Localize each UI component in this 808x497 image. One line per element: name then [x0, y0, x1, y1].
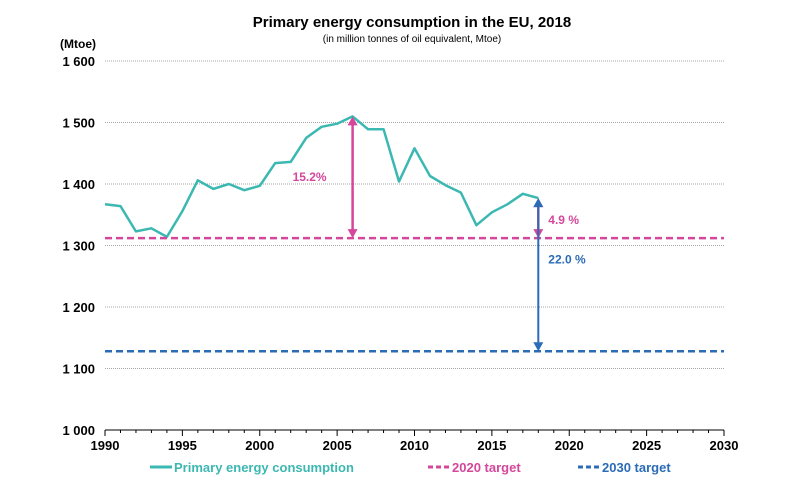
arrow-head-down: [347, 229, 358, 239]
x-tick-label: 2020: [555, 438, 584, 453]
x-tick-label: 2030: [710, 438, 739, 453]
x-tick-label: 2025: [632, 438, 661, 453]
x-tick-label: 2010: [400, 438, 429, 453]
legend: Primary energy consumption 2020 target 203…: [150, 460, 671, 475]
y-axis-unit-label: (Mtoe): [60, 37, 96, 51]
series-line-primary-energy-consumption: [104, 115, 539, 239]
legend-label: 2020 target: [452, 460, 521, 475]
annotation-label: 4.9 %: [548, 213, 579, 227]
legend-label: Primary energy consumption: [174, 460, 354, 475]
x-tick-label: 1995: [168, 438, 197, 453]
y-tick-label: 1 600: [62, 54, 95, 69]
legend-label: 2030 target: [602, 460, 671, 475]
chart-subtitle: (in million tonnes of oil equivalent, Mt…: [323, 34, 501, 45]
y-tick-label: 1 300: [62, 239, 95, 254]
gridlines: [105, 60, 724, 369]
arrow-head-up: [533, 198, 544, 208]
x-tick-label: 1990: [91, 438, 120, 453]
x-tick-label: 2015: [477, 438, 506, 453]
annotations-layer: 15.2% 4.9 % 22.0 %: [293, 116, 586, 352]
series-layer: [104, 115, 724, 353]
annotation-label: 15.2%: [293, 170, 327, 184]
chart-title: Primary energy consumption in the EU, 20…: [253, 14, 571, 31]
x-tick-label: 2000: [245, 438, 274, 453]
y-tick-label: 1 100: [62, 362, 95, 377]
y-tick-label: 1 400: [62, 177, 95, 192]
y-tick-label: 1 000: [62, 423, 95, 438]
arrow-head-down: [533, 342, 544, 352]
axes: 1 000 1 100 1 200 1 300 1 400 1 500 1 600 1990 1…: [62, 54, 738, 453]
arrow-head-up: [347, 116, 358, 126]
y-tick-label: 1 500: [62, 116, 95, 131]
x-tick-label: 2005: [323, 438, 352, 453]
annotation-label: 22.0 %: [548, 252, 586, 266]
y-tick-label: 1 200: [62, 300, 95, 315]
